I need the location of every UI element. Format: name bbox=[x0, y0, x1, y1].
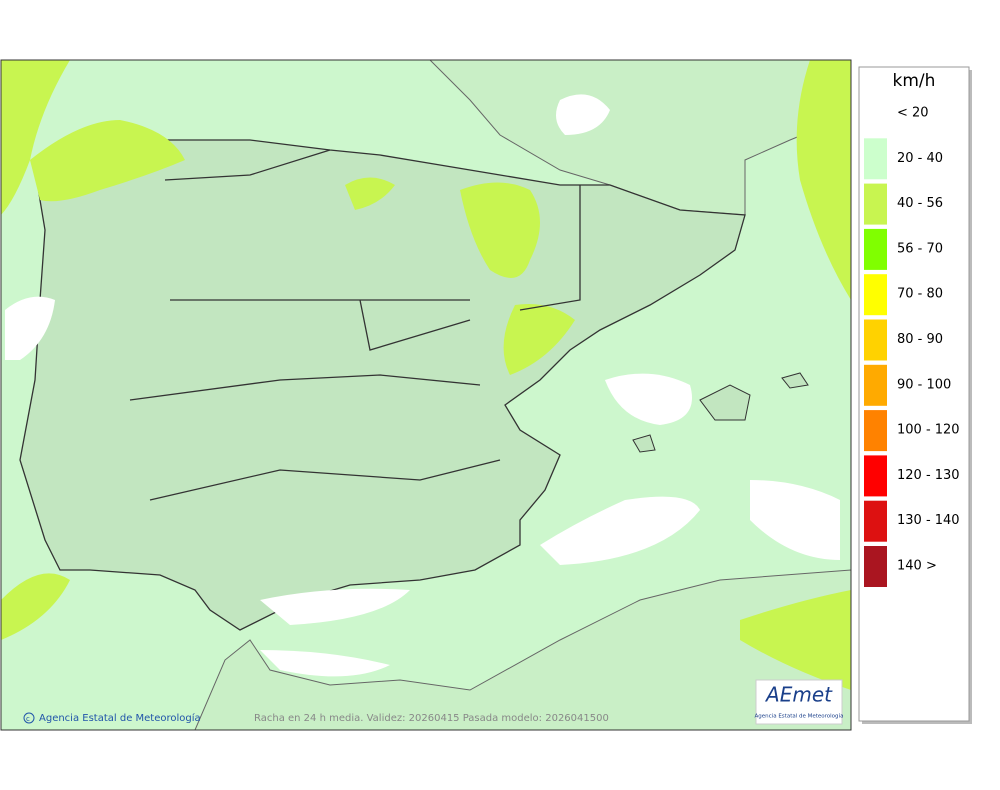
ibiza bbox=[632, 434, 656, 453]
legend-label: 140 > bbox=[897, 559, 937, 574]
logo-name: AEmet bbox=[764, 683, 833, 707]
legend-swatch bbox=[864, 455, 887, 497]
copyright-mark: c bbox=[26, 715, 30, 723]
gust-area bbox=[1, 60, 70, 215]
gust-area bbox=[503, 304, 575, 375]
calm-area bbox=[605, 373, 692, 425]
legend-swatch bbox=[864, 183, 887, 225]
legend-items: < 20 20 - 40 40 - 56 56 - 70 70 - 80 80 - 90 9… bbox=[864, 106, 960, 587]
calm-area bbox=[556, 94, 610, 135]
credit: Agencia Estatal de Meteorología bbox=[39, 712, 201, 724]
legend-label: 120 - 130 bbox=[897, 468, 960, 483]
legend-swatch bbox=[864, 500, 887, 542]
calm-area bbox=[540, 496, 700, 565]
legend-swatch bbox=[864, 410, 887, 452]
copyright-icon bbox=[23, 712, 35, 724]
legend-label: 100 - 120 bbox=[897, 423, 960, 438]
gust-area bbox=[30, 120, 185, 202]
legend-label: 80 - 90 bbox=[897, 332, 943, 347]
legend-swatch bbox=[864, 546, 887, 587]
gust-area bbox=[460, 182, 540, 278]
legend-label: 56 - 70 bbox=[897, 241, 943, 256]
legend-unit: km/h bbox=[893, 71, 936, 91]
logo-subtitle: Agencia Estatal de Meteorología bbox=[755, 713, 844, 720]
legend-swatch bbox=[864, 319, 887, 361]
legend-swatch bbox=[864, 138, 887, 180]
legend-label: 40 - 56 bbox=[897, 196, 943, 211]
legend-label: 90 - 100 bbox=[897, 377, 951, 392]
menorca bbox=[781, 372, 809, 389]
map-frame bbox=[0, 59, 852, 731]
legend-swatch bbox=[864, 274, 887, 316]
calm-area bbox=[750, 480, 840, 560]
legend-label: 130 - 140 bbox=[897, 513, 960, 528]
logo-box bbox=[755, 679, 843, 725]
gust-area bbox=[796, 60, 851, 300]
gust-area bbox=[740, 590, 851, 690]
legend-swatch bbox=[864, 364, 887, 406]
iberia bbox=[19, 129, 746, 631]
region-border bbox=[129, 149, 581, 501]
legend-label: 70 - 80 bbox=[897, 287, 943, 302]
calm-area bbox=[5, 296, 55, 360]
legend-swatch bbox=[864, 228, 887, 270]
calm-area bbox=[260, 588, 410, 625]
map bbox=[1, 60, 851, 730]
calm-area bbox=[260, 650, 390, 677]
caption: Racha en 24 h media. Validez: 20260415 P… bbox=[254, 713, 609, 724]
africa bbox=[194, 569, 851, 730]
mallorca bbox=[699, 384, 751, 421]
gust-area bbox=[1, 573, 70, 640]
legend-label: < 20 bbox=[897, 106, 929, 121]
gust-area bbox=[345, 177, 395, 210]
legend-label: 20 - 40 bbox=[897, 151, 943, 166]
